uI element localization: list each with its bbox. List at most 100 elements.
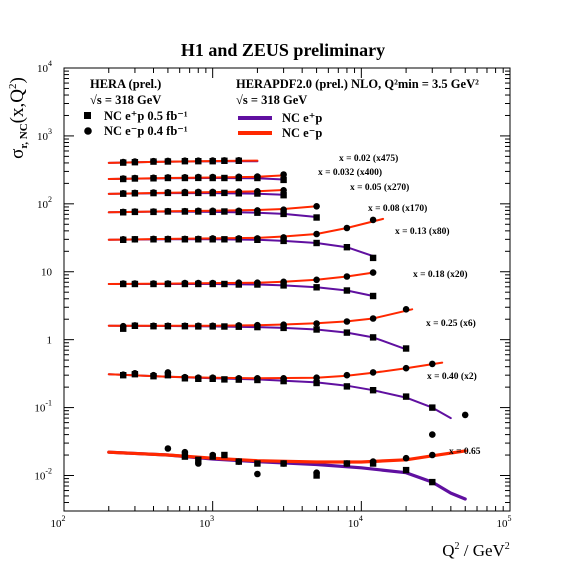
bin-label: x = 0.65 <box>449 447 481 457</box>
x-tick-label: 102 <box>51 514 66 530</box>
data-point-eminus <box>254 188 261 195</box>
data-point-eminus <box>280 321 287 329</box>
data-point-eplus <box>221 236 228 243</box>
data-point-eminus <box>235 322 243 329</box>
data-point-eminus <box>280 375 287 382</box>
data-point-eminus <box>150 174 157 182</box>
bin-labels: x = 0.02 (x475) x = 0.032 (x400) x = 0.05 … <box>318 153 481 457</box>
data-point-eminus <box>209 188 216 196</box>
bin-label: x = 0.18 (x20) <box>413 269 468 280</box>
data-point-eplus <box>221 376 228 383</box>
legend-fit-eminus-label: NC e⁻p <box>282 126 322 140</box>
data-point-eplus <box>369 254 377 262</box>
data-point-eminus <box>402 454 410 462</box>
data-point-eminus <box>195 279 202 287</box>
data-point-eminus <box>209 322 216 330</box>
data-point-eminus <box>119 236 127 243</box>
data-point-eminus <box>235 157 243 164</box>
data-point-eminus <box>369 216 377 224</box>
bin-label: x = 0.40 (x2) <box>427 371 477 382</box>
data-point-eminus <box>221 157 228 164</box>
data-point-eplus <box>402 393 410 400</box>
data-point-eminus <box>150 322 157 330</box>
data-point-eminus <box>150 157 157 165</box>
data-point-eminus <box>181 373 189 381</box>
data-point-eminus <box>235 458 243 465</box>
data-point-eminus <box>131 236 139 243</box>
data-point-eminus <box>209 207 216 215</box>
data-point-eminus <box>235 375 243 382</box>
data-point-eminus <box>119 208 127 216</box>
data-point-eminus <box>343 460 351 467</box>
data-point-eplus <box>369 334 377 341</box>
data-point-eminus <box>119 190 127 197</box>
data-point-eplus <box>221 189 228 197</box>
data-point-eminus <box>369 269 377 276</box>
y-tick-label: 10-2 <box>34 466 52 482</box>
data-point-eplus <box>195 456 202 463</box>
data-point-eminus <box>343 371 351 379</box>
data-point-eplus <box>280 176 287 184</box>
data-point-eminus <box>280 278 287 286</box>
bin-label: x = 0.02 (x475) <box>339 153 398 164</box>
data-point-eminus <box>280 187 287 194</box>
data-point-eplus <box>343 244 351 251</box>
legend-fit-header: HERAPDF2.0 (prel.) NLO, Q²min = 3.5 GeV² <box>236 77 479 91</box>
data-point-eminus <box>164 445 172 452</box>
data-point-eminus <box>131 208 139 215</box>
x-axis-label: Q2 / GeV2 <box>442 541 510 560</box>
bin-label: x = 0.032 (x400) <box>318 167 382 178</box>
data-point-eminus <box>343 224 351 232</box>
data-point-eminus <box>369 315 377 322</box>
data-point-eminus <box>181 174 189 181</box>
legend: HERA (prel.) √s = 318 GeV NC e⁺p 0.5 fb⁻… <box>84 77 479 140</box>
data-point-eminus <box>313 469 320 477</box>
svg-text:Q2 / GeV2: Q2 / GeV2 <box>442 541 510 560</box>
data-point-eminus <box>195 173 202 181</box>
data-point-eminus <box>280 171 287 178</box>
data-point-eminus <box>254 207 261 214</box>
y-tick-label: 10-1 <box>34 399 52 415</box>
data-point-eminus <box>209 279 216 287</box>
data-point-eminus <box>164 207 172 215</box>
bin-label: x = 0.05 (x270) <box>350 182 409 193</box>
data-point-eminus <box>181 235 189 243</box>
data-point-eminus <box>429 360 436 368</box>
data-point-eminus <box>150 371 157 379</box>
data-point-eminus <box>195 374 202 382</box>
axis-ticks: 102 103 104 105 10-2 10-1 1 10 102 103 104 <box>34 59 511 530</box>
data-point-eplus <box>313 284 320 291</box>
data-point-eminus <box>209 235 216 242</box>
x-tick-label: 105 <box>497 514 512 530</box>
data-point-eplus <box>313 379 320 387</box>
data-point-eplus <box>313 239 320 247</box>
data-point-eminus <box>195 235 202 243</box>
data-point-eminus <box>235 207 243 215</box>
data-point-eminus <box>313 374 320 382</box>
data-point-eplus <box>369 292 377 300</box>
data-point-eminus <box>402 364 410 372</box>
bin-label: x = 0.25 (x6) <box>426 318 476 329</box>
data-point-eminus <box>164 280 172 287</box>
data-point-eminus <box>429 431 436 438</box>
data-point-eminus <box>343 273 351 280</box>
data-point-eplus <box>343 383 351 390</box>
data-point-eminus <box>119 371 127 379</box>
data-point-eminus <box>369 458 377 465</box>
bin-label: x = 0.13 (x80) <box>395 226 450 237</box>
data-point-eminus <box>402 306 410 313</box>
data-point-eminus <box>235 188 243 195</box>
data-point-eplus <box>221 323 228 330</box>
fit-curve-eminus <box>107 217 385 241</box>
data-point-eminus <box>181 188 189 196</box>
data-point-eminus <box>461 411 469 419</box>
data-point-eminus <box>235 173 243 181</box>
data-point-eminus <box>119 175 127 182</box>
data-point-eminus <box>119 322 127 330</box>
data-point-eminus <box>181 157 189 164</box>
data-point-eplus <box>343 329 351 336</box>
x-tick-label: 103 <box>199 514 214 530</box>
data-point-eplus <box>181 453 189 460</box>
data-point-eplus <box>221 451 228 459</box>
data-point-eplus <box>402 466 410 474</box>
